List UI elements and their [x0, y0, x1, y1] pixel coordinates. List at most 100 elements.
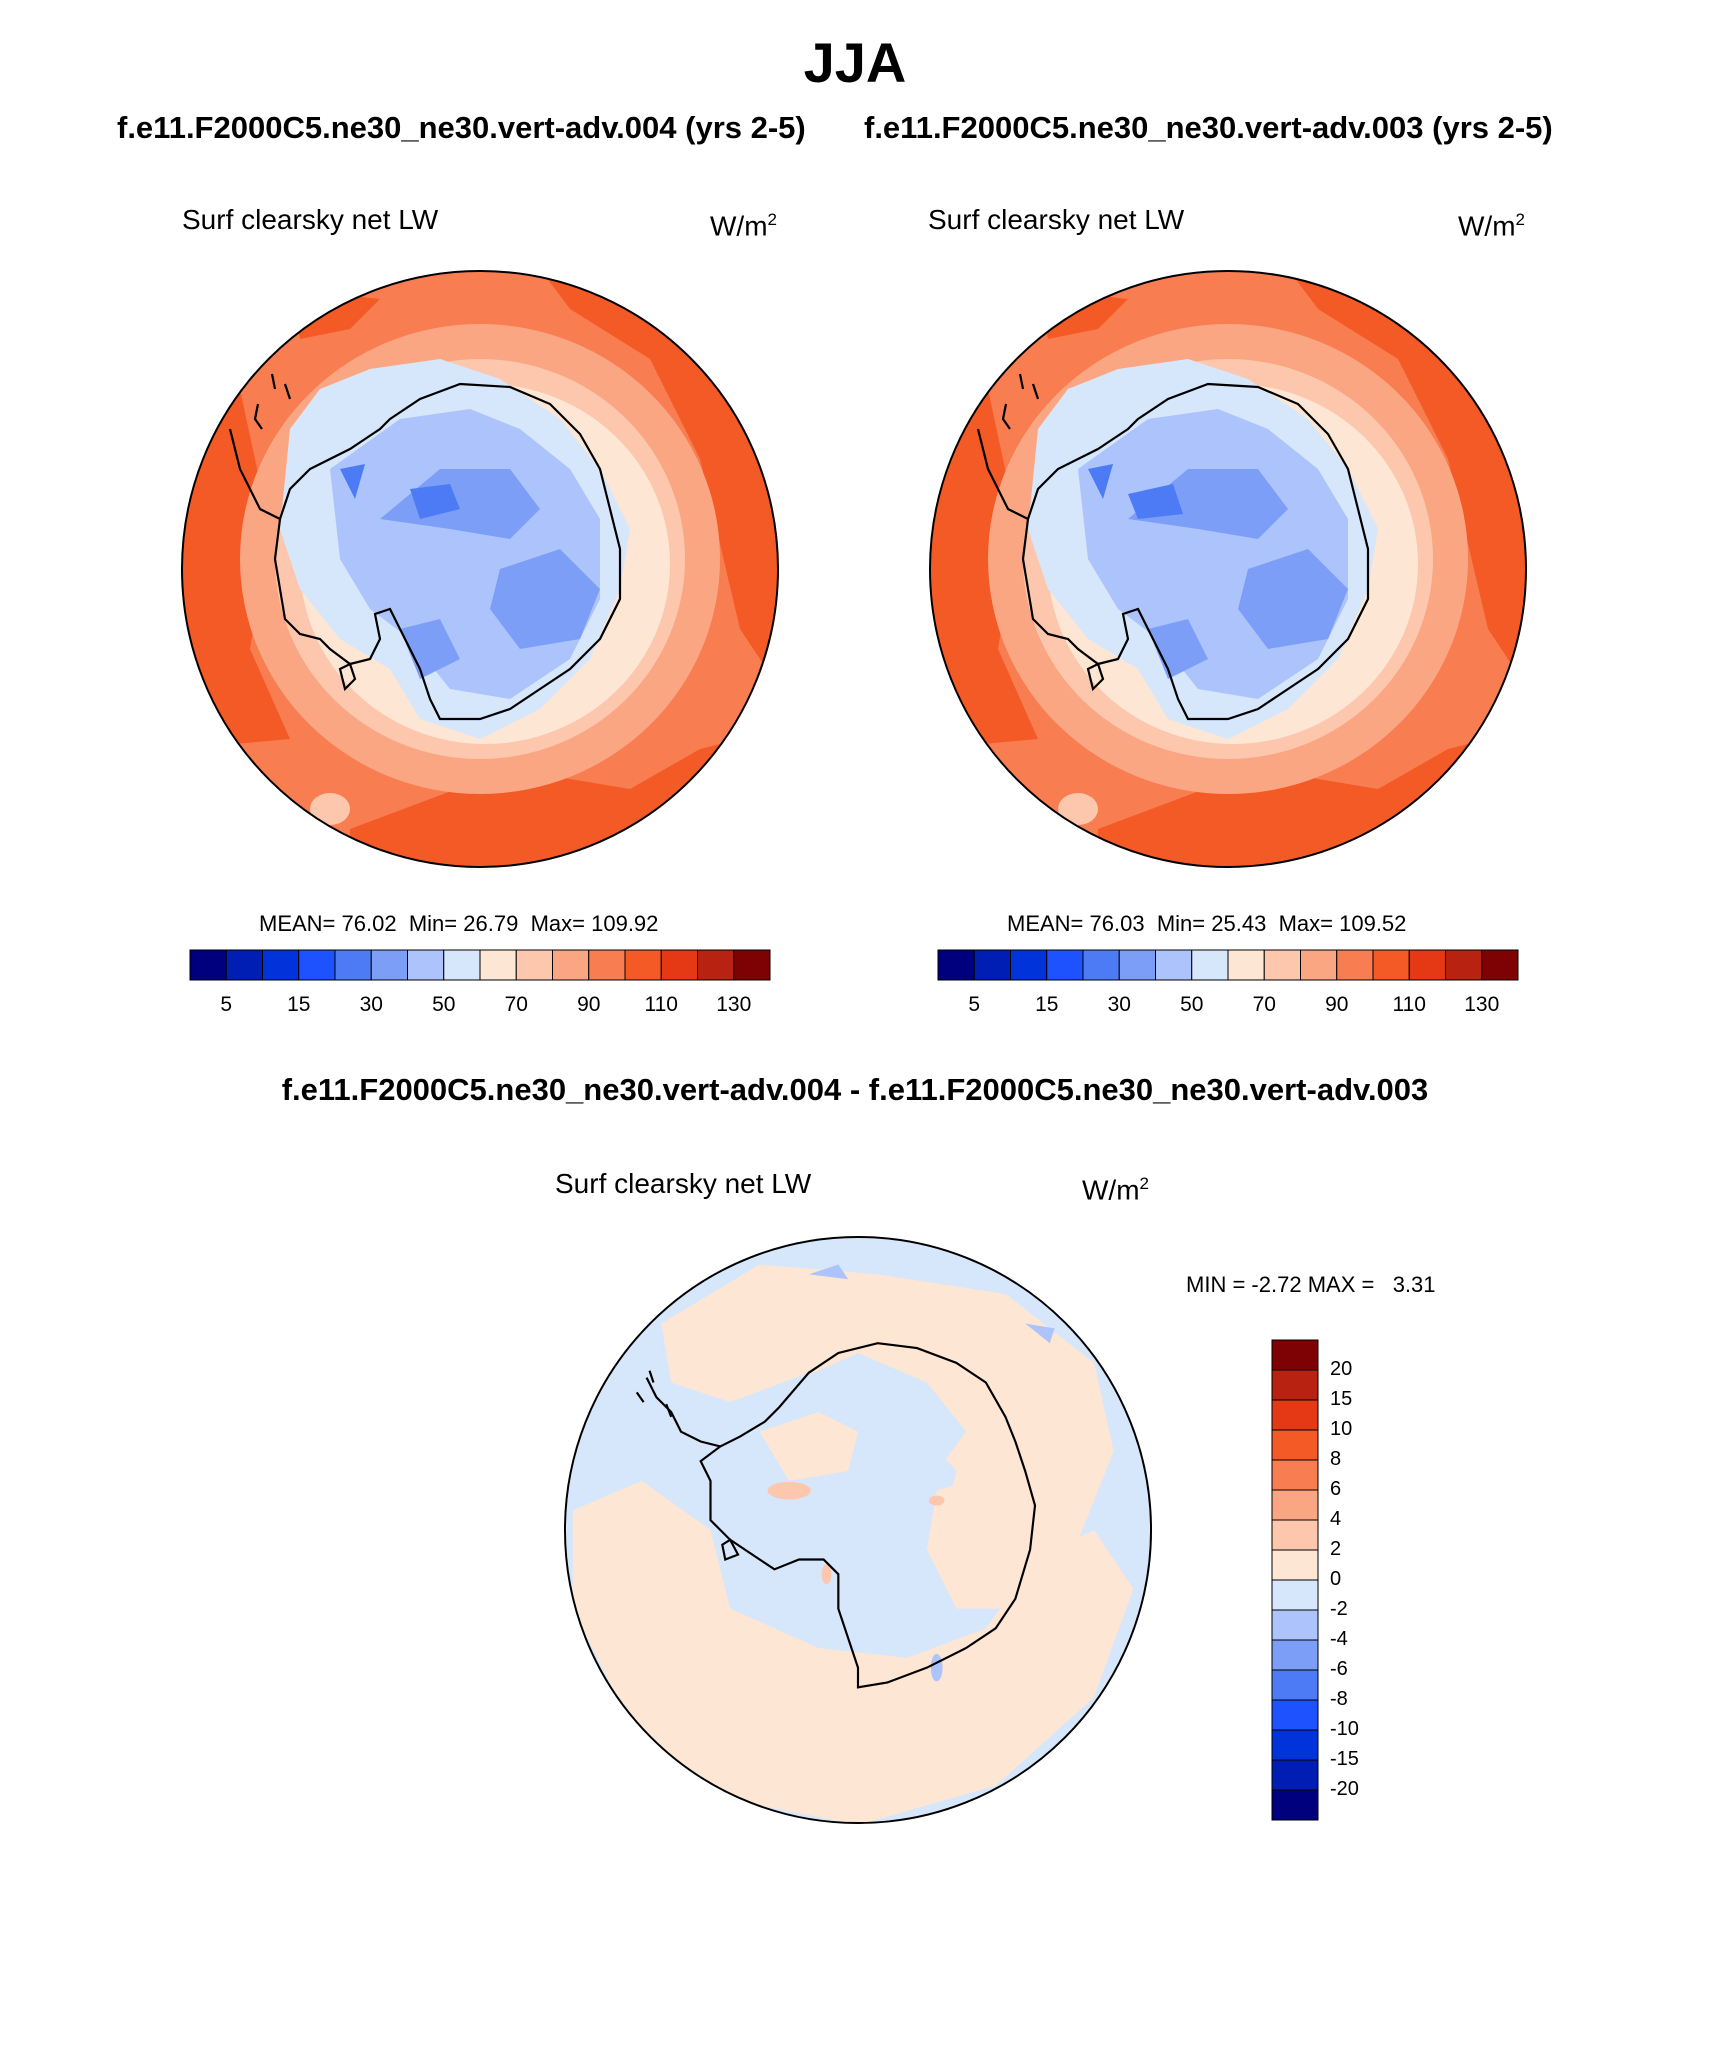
panel2-colorbar-box — [1408, 949, 1446, 981]
difference-polar-map — [563, 1235, 1153, 1825]
panel2-colorbar-box — [1118, 949, 1156, 981]
difference-colorbar-tick-label: 20 — [1330, 1358, 1353, 1380]
difference-colorbar-box — [1271, 1549, 1319, 1581]
panel2-colorbar-box — [1227, 949, 1265, 981]
panel2-colorbar-box — [1191, 949, 1229, 981]
difference-colorbar-box — [1271, 1399, 1319, 1431]
panel1-colorbar-box — [697, 949, 735, 981]
difference-colorbar-tick-label: -6 — [1330, 1658, 1348, 1680]
difference-colorbar-box — [1271, 1699, 1319, 1731]
difference-colorbar-box — [1271, 1669, 1319, 1701]
panel2-colorbar — [937, 949, 1519, 981]
panel1-colorbar-box — [515, 949, 553, 981]
panel2-map-boundary — [929, 270, 1527, 868]
difference-colorbar-tick-label: -20 — [1330, 1778, 1359, 1800]
panel1-colorbar-box — [443, 949, 481, 981]
panel2-colorbar-box — [973, 949, 1011, 981]
difference-colorbar-tick-label: 6 — [1330, 1478, 1342, 1500]
panel2-variable-label: Surf clearsky net LW — [928, 204, 1185, 235]
panel1-colorbar-tick-label: 130 — [716, 993, 752, 1016]
panel2-colorbar-box — [937, 949, 975, 981]
difference-colorbar-tick-label: -10 — [1330, 1718, 1359, 1740]
panel1-colorbar-ticks: 5 15 30 50 70 90 110 130 — [190, 993, 770, 1023]
difference-colorbar-box — [1271, 1429, 1319, 1461]
panel2-colorbar-box — [1010, 949, 1048, 981]
difference-title: f.e11.F2000C5.ne30_ne30.vert-adv.004 - f… — [281, 1072, 1429, 1107]
panel1-coastline — [228, 373, 622, 721]
panel2-colorbar-box — [1445, 949, 1483, 981]
difference-colorbar-tick-label: 2 — [1330, 1538, 1342, 1560]
panel1-polar-map — [181, 270, 779, 868]
panel2-colorbar-tick-label: 15 — [1035, 993, 1059, 1016]
difference-colorbar-box — [1271, 1579, 1319, 1611]
difference-colorbar-tick-label: 0 — [1330, 1568, 1342, 1590]
difference-coastline — [635, 1342, 1037, 1689]
difference-variable-label: Surf clearsky net LW — [555, 1168, 812, 1199]
difference-colorbar-box — [1271, 1639, 1319, 1671]
difference-colorbar-box — [1271, 1789, 1319, 1821]
difference-colorbar-tick-label: 15 — [1330, 1388, 1353, 1410]
difference-colorbar-box — [1271, 1729, 1319, 1761]
panel1-colorbar — [189, 949, 771, 981]
difference-colorbar-tick-label: 4 — [1330, 1508, 1342, 1530]
difference-colorbar-box — [1271, 1339, 1319, 1371]
panel1-units-label: W/m2 — [710, 210, 777, 242]
panel2-colorbar-tick-label: 70 — [1252, 993, 1276, 1016]
panel2-coastline — [976, 373, 1370, 721]
difference-units-label: W/m2 — [1082, 1174, 1149, 1206]
difference-colorbar-box — [1271, 1609, 1319, 1641]
difference-colorbar-tick-label: -4 — [1330, 1628, 1348, 1650]
figure-title: JJA — [803, 31, 907, 94]
panel2-colorbar-tick-label: 50 — [1180, 993, 1204, 1016]
panel1-colorbar-box — [588, 949, 626, 981]
panel2-colorbar-box — [1082, 949, 1120, 981]
panel1-colorbar-box — [552, 949, 590, 981]
panel1-colorbar-box — [479, 949, 517, 981]
panel1-variable-label: Surf clearsky net LW — [182, 204, 439, 235]
panel2-polar-map — [929, 270, 1527, 868]
case-title-left: f.e11.F2000C5.ne30_ne30.vert-adv.004 (yr… — [117, 110, 806, 145]
panel1-colorbar-tick-label: 90 — [577, 993, 601, 1016]
panel1-colorbar-box — [298, 949, 336, 981]
panel1-colorbar-tick-label: 110 — [644, 993, 678, 1016]
panel1-colorbar-box — [407, 949, 445, 981]
panel1-colorbar-box — [624, 949, 662, 981]
panel1-colorbar-box — [733, 949, 771, 981]
panel2-colorbar-tick-label: 30 — [1107, 993, 1131, 1016]
difference-colorbar-box — [1271, 1489, 1319, 1521]
difference-colorbar-box — [1271, 1459, 1319, 1491]
difference-colorbar-tick-label: -8 — [1330, 1688, 1348, 1710]
difference-colorbar-ticks: 20 15 10 8 6 4 2 0 -2 -4 -6 -8 -10 -15 -20 — [1330, 1340, 1410, 1820]
panel2-colorbar-box — [1155, 949, 1193, 981]
panel1-colorbar-tick-label: 30 — [359, 993, 383, 1016]
panel1-colorbar-tick-label: 70 — [504, 993, 528, 1016]
panel2-colorbar-box — [1336, 949, 1374, 981]
panel2-colorbar-box — [1372, 949, 1410, 981]
panel1-stats: MEAN= 76.02 Min= 26.79 Max= 109.92 — [259, 911, 659, 936]
panel2-colorbar-box — [1300, 949, 1338, 981]
difference-colorbar-tick-label: -15 — [1330, 1748, 1359, 1770]
panel1-colorbar-tick-label: 50 — [432, 993, 456, 1016]
difference-colorbar-box — [1271, 1519, 1319, 1551]
panel1-colorbar-box — [262, 949, 300, 981]
difference-minmax: MIN = -2.72 MAX = 3.31 — [1186, 1272, 1436, 1297]
difference-colorbar-tick-label: 10 — [1330, 1418, 1353, 1440]
difference-colorbar-box — [1271, 1369, 1319, 1401]
panel2-stats: MEAN= 76.03 Min= 25.43 Max= 109.52 — [1007, 911, 1407, 936]
panel1-colorbar-box — [225, 949, 263, 981]
panel2-colorbar-tick-label: 130 — [1464, 993, 1500, 1016]
difference-map-boundary — [563, 1235, 1153, 1825]
panel1-map-boundary — [181, 270, 779, 868]
panel1-colorbar-box — [660, 949, 698, 981]
difference-colorbar-box — [1271, 1759, 1319, 1791]
panel2-colorbar-tick-label: 90 — [1325, 993, 1349, 1016]
panel2-field — [930, 271, 1526, 867]
panel1-colorbar-box — [189, 949, 227, 981]
difference-field — [564, 1236, 1152, 1824]
panel2-colorbar-box — [1481, 949, 1519, 981]
difference-colorbar-tick-label: -2 — [1330, 1598, 1348, 1620]
panel1-colorbar-tick-label: 5 — [220, 993, 233, 1016]
panel1-colorbar-tick-label: 15 — [287, 993, 311, 1016]
panel2-units-label: W/m2 — [1458, 210, 1525, 242]
difference-colorbar — [1271, 1339, 1319, 1821]
